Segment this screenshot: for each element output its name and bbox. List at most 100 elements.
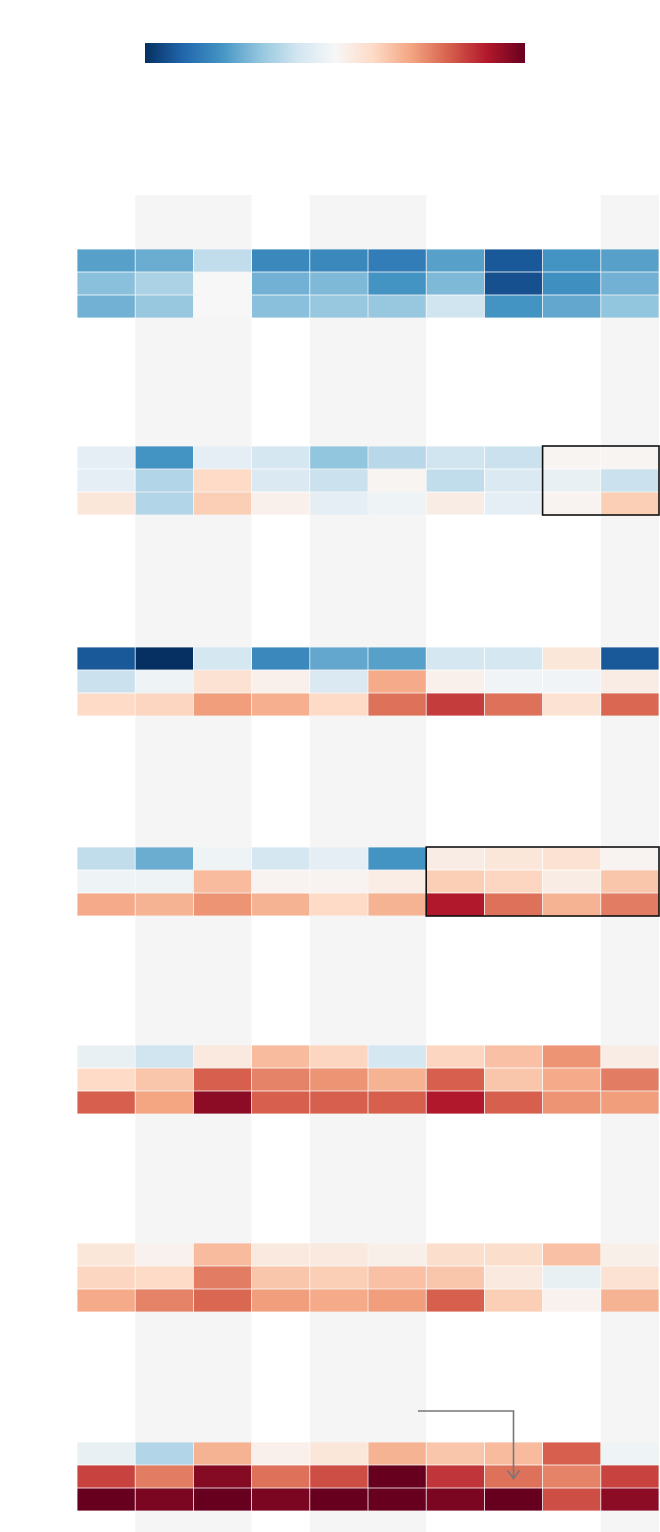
- heatmap-cell: [252, 870, 310, 893]
- heatmap-cell: [368, 492, 426, 515]
- heatmap-cell: [77, 1243, 135, 1266]
- heatmap-cell: [426, 1488, 484, 1511]
- heatmap-cell: [77, 1091, 135, 1114]
- heatmap-cell: [310, 1488, 368, 1511]
- heatmap-cell: [368, 1289, 426, 1312]
- heatmap-cell: [543, 870, 601, 893]
- heatmap-cell: [252, 469, 310, 492]
- heatmap-cell: [543, 1488, 601, 1511]
- heatmap-cell: [601, 847, 659, 870]
- heatmap-cell: [310, 272, 368, 295]
- heatmap-cell: [426, 670, 484, 693]
- heatmap-cell: [426, 295, 484, 318]
- heatmap-cell: [310, 492, 368, 515]
- heatmap-cell: [368, 1068, 426, 1091]
- heatmap-cell: [252, 1068, 310, 1091]
- heatmap-cell: [543, 1465, 601, 1488]
- heatmap-cell: [310, 446, 368, 469]
- heatmap-cell: [193, 1442, 252, 1465]
- heatmap-cell: [77, 647, 135, 670]
- heatmap-cell: [426, 870, 484, 893]
- heatmap-cell: [77, 446, 135, 469]
- heatmap-cell: [426, 1068, 484, 1091]
- heatmap-cell: [368, 893, 426, 916]
- heatmap-cell: [252, 1442, 310, 1465]
- heatmap-cell: [135, 893, 193, 916]
- heatmap-cell: [135, 647, 193, 670]
- heatmap-cell: [252, 1488, 310, 1511]
- heatmap-cell: [193, 670, 252, 693]
- heatmap-cell: [193, 446, 252, 469]
- heatmap-cell: [252, 1243, 310, 1266]
- heatmap-cell: [484, 446, 543, 469]
- heatmap-cell: [543, 1068, 601, 1091]
- heatmap-cell: [601, 272, 659, 295]
- heatmap-cell: [426, 446, 484, 469]
- heatmap-cell: [484, 1243, 543, 1266]
- heatmap-cell: [484, 1488, 543, 1511]
- heatmap-cell: [368, 249, 426, 272]
- heatmap-cell: [193, 647, 252, 670]
- heatmap-cell: [601, 1091, 659, 1114]
- heatmap-cell: [252, 295, 310, 318]
- heatmap-cell: [310, 295, 368, 318]
- heatmap-cell: [601, 1442, 659, 1465]
- heatmap-cell: [368, 469, 426, 492]
- heatmap-cell: [310, 1289, 368, 1312]
- heatmap-cell: [484, 295, 543, 318]
- heatmap-cell: [77, 295, 135, 318]
- heatmap-cell: [426, 1091, 484, 1114]
- heatmap-cell: [368, 647, 426, 670]
- heatmap-cell: [310, 249, 368, 272]
- heatmap-cells: [77, 249, 659, 1511]
- heatmap-cell: [543, 1442, 601, 1465]
- heatmap-cell: [368, 446, 426, 469]
- heatmap-cell: [77, 893, 135, 916]
- heatmap-cell: [310, 1045, 368, 1068]
- heatmap-cell: [426, 1465, 484, 1488]
- heatmap-cell: [135, 1266, 193, 1289]
- heatmap-cell: [368, 272, 426, 295]
- heatmap-cell: [252, 1465, 310, 1488]
- heatmap-cell: [601, 647, 659, 670]
- heatmap-cell: [135, 272, 193, 295]
- heatmap-cell: [426, 893, 484, 916]
- heatmap-cell: [426, 693, 484, 716]
- heatmap-cell: [426, 272, 484, 295]
- heatmap-cell: [310, 870, 368, 893]
- heatmap-cell: [368, 1091, 426, 1114]
- heatmap-cell: [135, 1045, 193, 1068]
- heatmap-cell: [193, 1266, 252, 1289]
- heatmap-cell: [252, 1289, 310, 1312]
- heatmap-cell: [601, 1045, 659, 1068]
- heatmap-cell: [368, 847, 426, 870]
- heatmap-cell: [77, 1488, 135, 1511]
- heatmap-cell: [484, 1045, 543, 1068]
- heatmap-cell: [368, 870, 426, 893]
- heatmap-cell: [252, 693, 310, 716]
- heatmap-cell: [310, 1266, 368, 1289]
- heatmap-cell: [193, 295, 252, 318]
- heatmap-cell: [601, 295, 659, 318]
- heatmap-cell: [426, 1266, 484, 1289]
- heatmap-cell: [252, 249, 310, 272]
- heatmap-cell: [426, 647, 484, 670]
- heatmap-cell: [310, 1091, 368, 1114]
- heatmap-cell: [310, 1465, 368, 1488]
- heatmap-cell: [368, 1488, 426, 1511]
- heatmap-cell: [310, 670, 368, 693]
- heatmap-cell: [77, 1068, 135, 1091]
- heatmap-cell: [601, 1465, 659, 1488]
- heatmap-cell: [77, 870, 135, 893]
- heatmap-cell: [310, 469, 368, 492]
- heatmap-cell: [77, 670, 135, 693]
- heatmap-cell: [368, 1442, 426, 1465]
- heatmap-cell: [193, 1243, 252, 1266]
- colorbar: [145, 43, 525, 63]
- heatmap-cell: [252, 1091, 310, 1114]
- heatmap-cell: [543, 1289, 601, 1312]
- heatmap-cell: [601, 893, 659, 916]
- heatmap-cell: [77, 469, 135, 492]
- heatmap-cell: [77, 1289, 135, 1312]
